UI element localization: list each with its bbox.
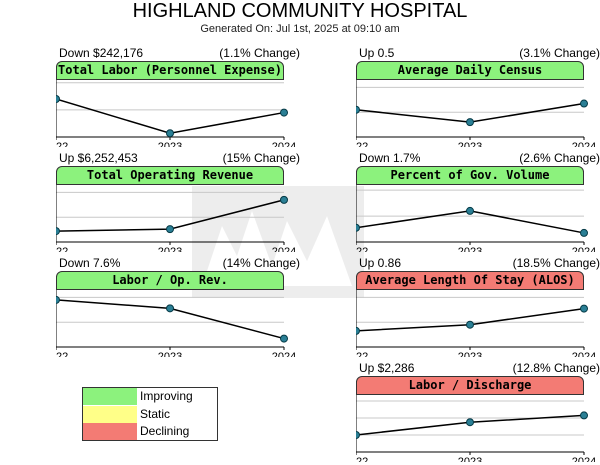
data-point [356, 223, 360, 232]
chart-panel-total-operating-revenue: Up $6,252,453 (15% Change) Total Operati… [56, 151, 300, 252]
x-tick-label: 2022 [56, 141, 68, 147]
chart-header: Average Daily Census [356, 61, 584, 80]
y-ticks: $16k$18k$20k$22k [356, 400, 584, 453]
x-tick-label: 2023 [458, 456, 482, 462]
line-plot: 4.05.06.0202220232024 [356, 290, 596, 357]
change-amount: Up 0.5 [359, 46, 395, 60]
data-point [580, 228, 588, 237]
report-title: HIGHLAND COMMUNITY HOSPITAL [132, 0, 468, 22]
change-percent: (3.1% Change) [519, 46, 600, 60]
change-amount: Down 1.7% [359, 151, 421, 165]
x-tick-label: 2024 [272, 246, 296, 252]
change-amount: Up $6,252,453 [59, 151, 138, 165]
data-point [56, 227, 60, 236]
legend-label: Static [140, 407, 171, 421]
change-percent: (15% Change) [222, 151, 300, 165]
line-plot: 141618202220232024 [356, 80, 596, 147]
change-amount: Up $2,286 [359, 361, 415, 375]
generated-timestamp: Generated On: Jul 1st, 2025 at 09:10 am [200, 23, 400, 35]
data-point [280, 195, 288, 204]
data-point [280, 334, 288, 343]
legend-label: Improving [140, 389, 193, 403]
data-point [356, 105, 360, 114]
data-point [466, 206, 474, 215]
change-percent: (18.5% Change) [512, 256, 600, 270]
chart-panel-total-labor: Down $242,176 (1.1% Change) Total Labor … [56, 46, 300, 147]
x-tick-label: 2024 [572, 141, 596, 147]
status-legend: Improving Static Declining [82, 387, 218, 441]
y-ticks: 60.0%70.0%80.0% [356, 189, 584, 243]
data-point [166, 129, 174, 138]
change-amount: Up 0.86 [359, 256, 402, 270]
x-tick-label: 2023 [458, 351, 482, 357]
x-tick-label: 2022 [356, 141, 368, 147]
chart-panel-labor-per-discharge: Up $2,286 (12.8% Change) Labor / Dischar… [356, 361, 600, 462]
change-amount: Down 7.6% [59, 256, 121, 270]
chart-panel-percent-gov-volume: Down 1.7% (2.6% Change) Percent of Gov. … [356, 151, 600, 252]
legend-item-declining: Declining [83, 423, 217, 440]
change-percent: (14% Change) [222, 256, 300, 270]
data-point [580, 99, 588, 108]
data-point [56, 95, 60, 103]
x-tick-label: 2022 [56, 246, 68, 252]
change-amount: Down $242,176 [59, 46, 144, 60]
x-tick-label: 2023 [158, 246, 182, 252]
x-tick-label: 2024 [572, 456, 596, 462]
x-tick-label: 2023 [158, 351, 182, 357]
chart-header: Average Length Of Stay (ALOS) [356, 271, 584, 290]
x-tick-label: 2023 [158, 141, 182, 147]
data-point [466, 418, 474, 427]
line-plot: 45.0%50.0%55.0% 2022 2023 2024 [56, 290, 296, 357]
chart-header: Total Operating Revenue [56, 166, 284, 185]
data-point [580, 304, 588, 313]
change-percent: (1.1% Change) [219, 46, 300, 60]
data-point [466, 320, 474, 329]
change-percent: (12.8% Change) [512, 361, 600, 375]
data-point [166, 304, 174, 313]
x-tick-label: 2023 [458, 141, 482, 147]
y-ticks: $40M$45M$50M [56, 191, 284, 243]
legend-swatch [83, 423, 137, 440]
data-point [280, 108, 288, 117]
data-point [356, 430, 360, 439]
chart-panel-average-length-of-stay: Up 0.86 (18.5% Change) Average Length Of… [356, 256, 600, 357]
x-tick-label: 2022 [356, 351, 368, 357]
y-ticks: 45.0%50.0%55.0% [56, 296, 284, 348]
line-plot: $16k$18k$20k$22k 2022 2023 2024 [356, 395, 596, 462]
legend-swatch [83, 406, 137, 423]
change-percent: (2.6% Change) [519, 151, 600, 165]
data-point [580, 411, 588, 420]
x-tick-label: 2024 [272, 141, 296, 147]
series-line [56, 98, 285, 134]
chart-header: Labor / Op. Rev. [56, 271, 284, 290]
x-tick-label: 2024 [572, 351, 596, 357]
x-tick-label: 2024 [572, 246, 596, 252]
line-plot: $22M$22.5M$23M202220232024 [56, 80, 296, 147]
data-point [56, 295, 60, 304]
data-point [356, 326, 360, 335]
data-point [166, 225, 174, 234]
legend-swatch [83, 388, 137, 405]
x-tick-label: 2022 [56, 351, 68, 357]
x-tick-label: 2022 [356, 456, 368, 462]
data-point [466, 118, 474, 127]
legend-item-static: Static [83, 406, 217, 423]
x-tick-label: 2022 [356, 246, 368, 252]
line-plot: 60.0%70.0%80.0% 2022 2023 2024 [356, 185, 596, 252]
chart-panel-labor-op-rev: Down 7.6% (14% Change) Labor / Op. Rev. … [56, 256, 300, 357]
legend-item-improving: Improving [83, 388, 217, 405]
chart-header: Percent of Gov. Volume [356, 166, 584, 185]
chart-header: Total Labor (Personnel Expense) [56, 61, 284, 80]
x-tick-label: 2024 [272, 351, 296, 357]
x-tick-label: 2023 [458, 246, 482, 252]
line-plot: $40M$45M$50M 2022 2023 2024 [56, 185, 296, 252]
chart-header: Labor / Discharge [356, 376, 584, 395]
legend-label: Declining [140, 424, 190, 438]
chart-panel-average-daily-census: Up 0.5 (3.1% Change) Average Daily Censu… [356, 46, 600, 147]
